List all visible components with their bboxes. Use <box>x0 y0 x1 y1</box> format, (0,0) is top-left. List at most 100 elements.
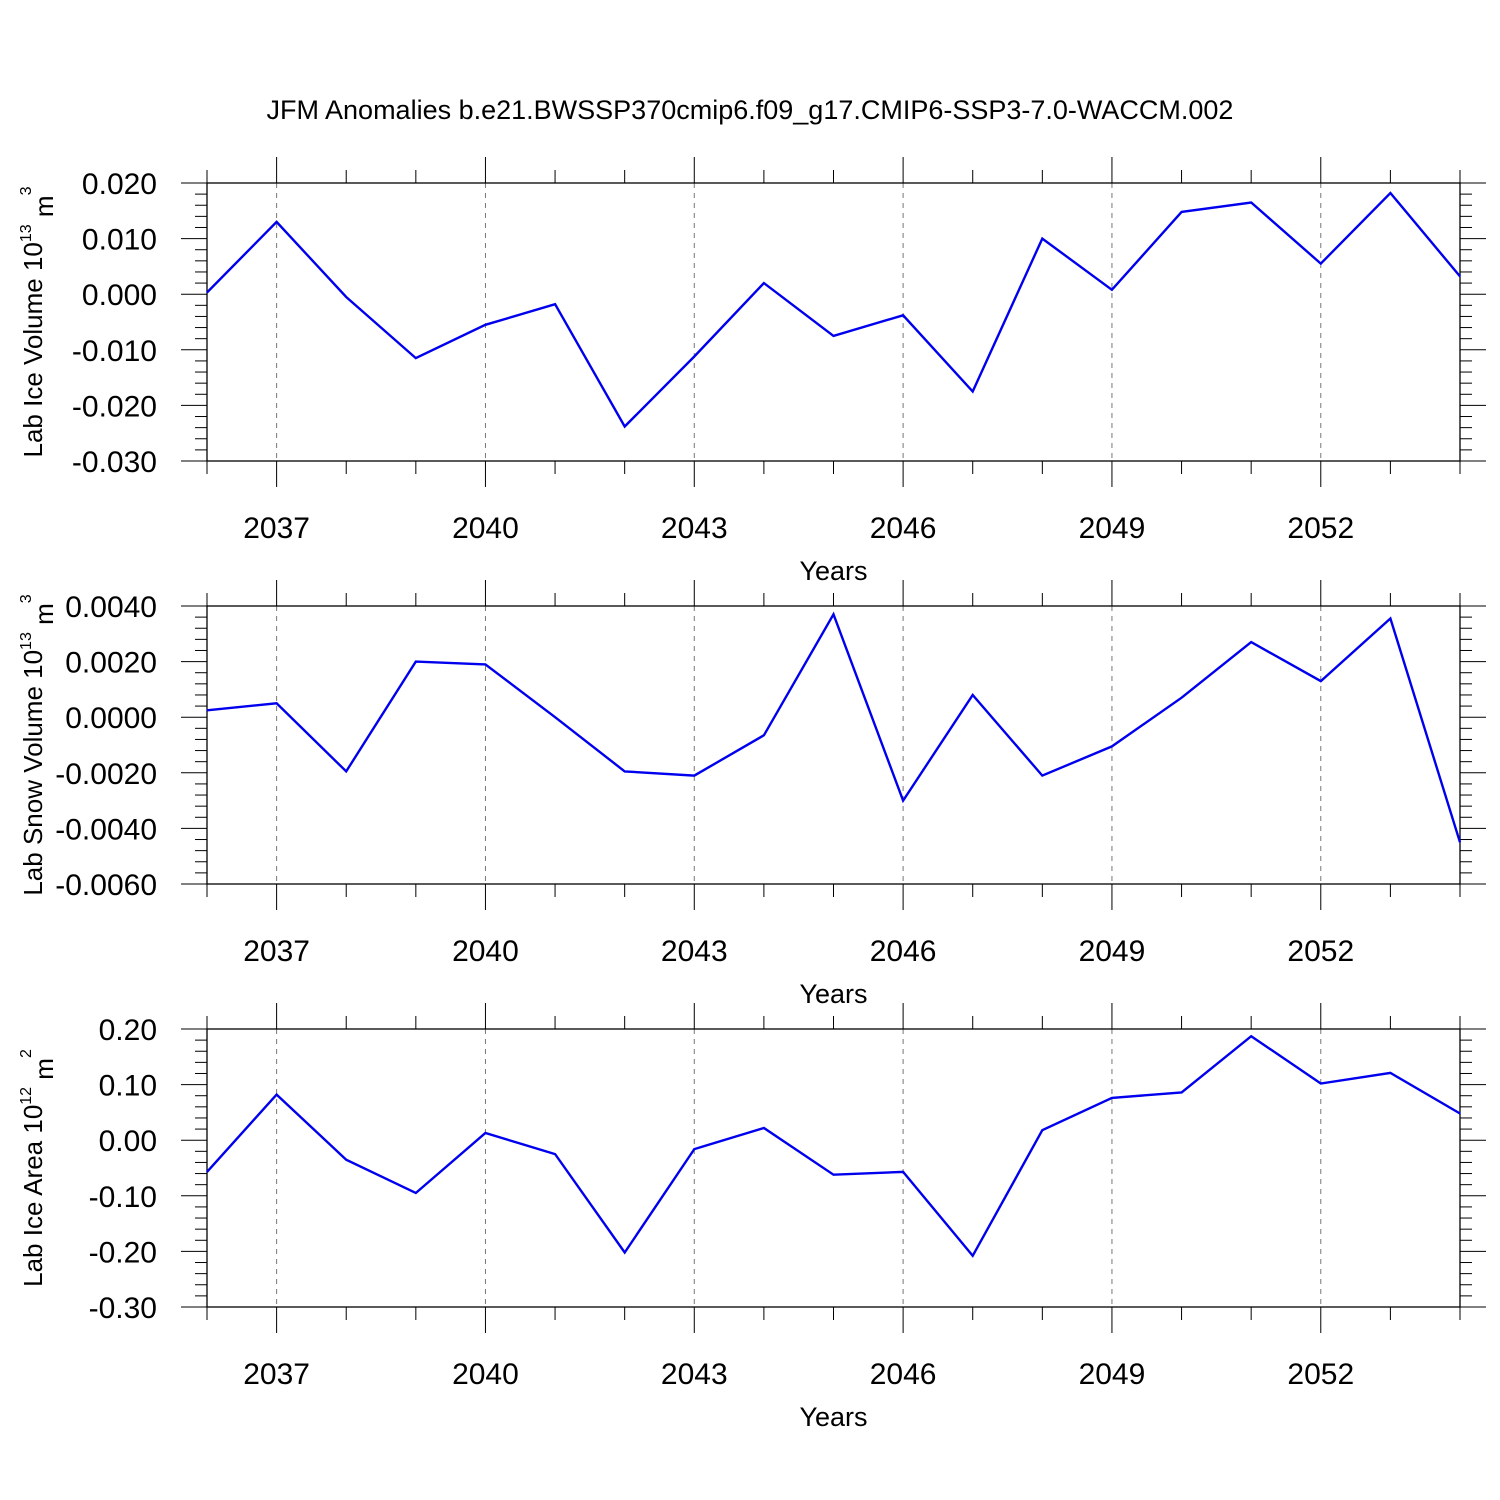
y-axis-label-unit: m <box>29 195 59 224</box>
y-axis-label-exp: 12 <box>18 1087 35 1105</box>
x-tick-label: 2040 <box>452 935 519 968</box>
y-axis-label: Lab Ice Area 1012 m2 <box>18 1049 59 1287</box>
y-tick-label: -0.0060 <box>55 869 157 902</box>
data-point <box>1111 1097 1113 1099</box>
y-axis-label: Lab Snow Volume 1013 m3 <box>18 594 59 895</box>
data-point <box>1320 1082 1322 1084</box>
data-point <box>1181 1091 1183 1093</box>
data-point <box>1459 1113 1461 1115</box>
y-tick-label: 0.0020 <box>65 647 157 680</box>
y-axis-label-unit: m <box>29 603 59 632</box>
y-tick-label: 0.010 <box>82 224 157 257</box>
data-point <box>972 694 974 696</box>
data-point <box>693 355 695 357</box>
y-tick-label: -0.10 <box>89 1181 157 1214</box>
y-axis-label-text: Lab Snow Volume 10 <box>18 650 48 896</box>
data-point <box>554 716 556 718</box>
data-point <box>763 734 765 736</box>
x-tick-label: 2037 <box>243 935 310 968</box>
data-point <box>902 800 904 802</box>
y-axis-label-unit-exp: 3 <box>18 594 35 603</box>
x-tick-label: 2052 <box>1287 935 1354 968</box>
panel-3: -0.30 -0.20 -0.10 0.00 0.10 0.20 2037 2040 2043 2… <box>18 1003 1486 1432</box>
panel-2: -0.0060 -0.0040 -0.0020 0.0000 0.0020 0.0040 2… <box>18 580 1486 1009</box>
data-point <box>972 1255 974 1257</box>
data-point <box>1041 1129 1043 1131</box>
data-point <box>693 1148 695 1150</box>
data-point <box>345 1159 347 1161</box>
data-point <box>1250 1035 1252 1037</box>
data-point <box>554 1153 556 1155</box>
data-point <box>833 613 834 615</box>
data-point <box>833 335 834 337</box>
data-point <box>763 1127 765 1129</box>
y-axis-label: Lab Ice Volume 1013 m3 <box>18 186 59 457</box>
data-point <box>902 1171 904 1173</box>
x-tick-label: 2049 <box>1079 512 1146 545</box>
plot-frame <box>206 605 1461 885</box>
figure-title: JFM Anomalies b.e21.BWSSP370cmip6.f09_g1… <box>267 95 1234 125</box>
data-point <box>1250 641 1252 643</box>
data-point <box>484 324 486 326</box>
data-point <box>902 314 904 316</box>
y-tick-label: 0.000 <box>82 279 157 312</box>
x-axis-label: Years <box>799 556 867 586</box>
data-point <box>1111 745 1113 747</box>
data-point <box>206 1171 208 1173</box>
data-point <box>624 1252 626 1254</box>
y-tick-label: -0.0020 <box>55 758 157 791</box>
data-point <box>1111 289 1113 291</box>
data-point <box>833 1174 834 1176</box>
x-tick-label: 2043 <box>661 1358 728 1391</box>
data-point <box>276 702 278 704</box>
x-axis-label: Years <box>799 1402 867 1432</box>
data-point <box>276 1094 278 1096</box>
y-axis-label-exp: 13 <box>18 224 35 242</box>
data-point <box>1250 201 1252 203</box>
data-point <box>1181 697 1183 699</box>
y-tick-label: 0.020 <box>82 168 157 201</box>
x-tick-label: 2043 <box>661 935 728 968</box>
x-tick-label: 2043 <box>661 512 728 545</box>
data-point <box>1181 211 1183 213</box>
y-tick-label: 0.00 <box>99 1125 157 1158</box>
data-point <box>415 661 417 663</box>
data-point <box>1320 263 1322 265</box>
x-tick-label: 2040 <box>452 1358 519 1391</box>
y-tick-label: -0.030 <box>72 446 157 479</box>
x-axis-label: Years <box>799 979 867 1009</box>
x-tick-label: 2046 <box>870 1358 937 1391</box>
y-tick-label: -0.30 <box>89 1292 157 1325</box>
y-axis-label-exp: 13 <box>18 632 35 650</box>
y-tick-label: 0.10 <box>99 1070 157 1103</box>
data-point <box>1459 841 1461 843</box>
x-tick-label: 2052 <box>1287 512 1354 545</box>
data-point <box>1389 618 1391 620</box>
data-point <box>484 663 486 665</box>
y-tick-label: -0.0040 <box>55 813 157 846</box>
x-tick-label: 2046 <box>870 512 937 545</box>
x-tick-label: 2049 <box>1079 935 1146 968</box>
y-axis-label-text: Lab Ice Area 10 <box>18 1105 48 1287</box>
data-point <box>1389 192 1391 194</box>
data-point <box>1041 238 1043 240</box>
y-axis-label-unit-exp: 3 <box>18 186 35 195</box>
x-tick-label: 2037 <box>243 1358 310 1391</box>
data-point <box>554 303 556 305</box>
x-tick-label: 2040 <box>452 512 519 545</box>
data-point <box>345 296 347 298</box>
x-tick-label: 2049 <box>1079 1358 1146 1391</box>
y-axis-label-unit: m <box>29 1058 59 1087</box>
y-tick-label: -0.010 <box>72 335 157 368</box>
x-tick-label: 2052 <box>1287 1358 1354 1391</box>
y-tick-label: 0.0040 <box>65 591 157 624</box>
data-point <box>763 282 765 284</box>
data-point <box>276 221 278 223</box>
y-tick-label: -0.20 <box>89 1236 157 1269</box>
data-point <box>1041 775 1043 777</box>
data-point <box>693 775 695 777</box>
plot-frame <box>206 182 1461 462</box>
x-tick-label: 2037 <box>243 512 310 545</box>
y-tick-label: -0.020 <box>72 390 157 423</box>
